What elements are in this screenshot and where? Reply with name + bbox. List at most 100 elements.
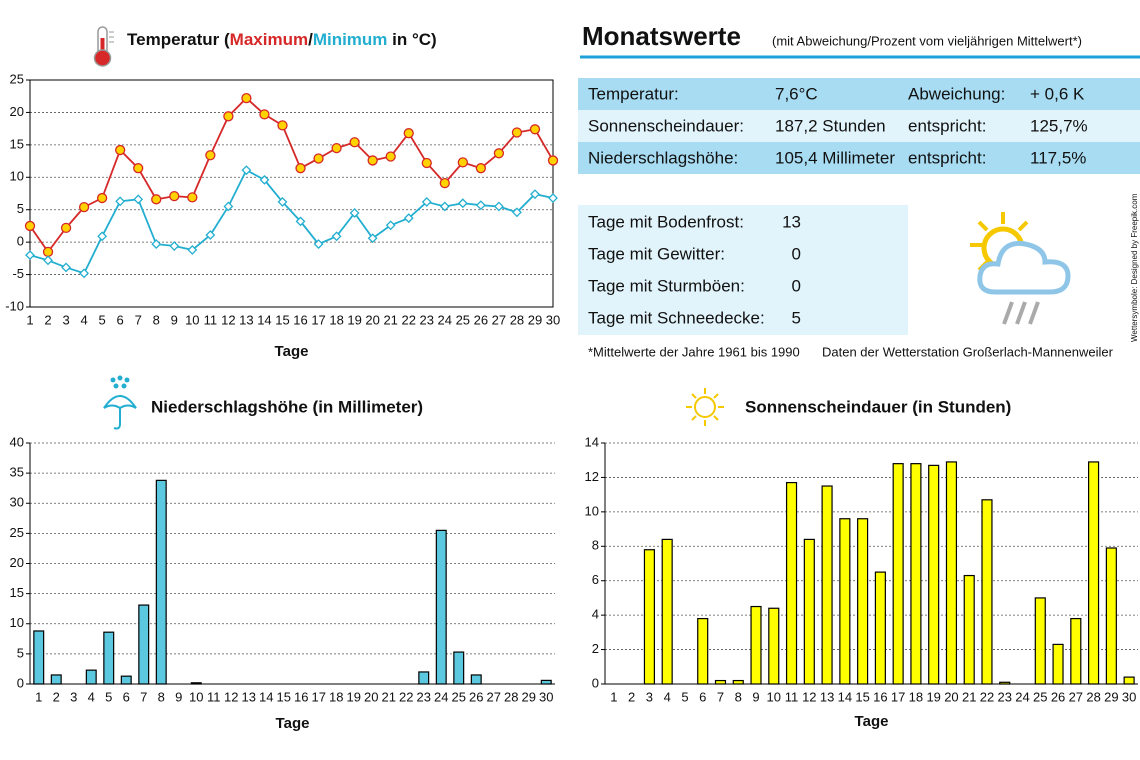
max-marker: [403, 128, 414, 139]
bar: [714, 679, 727, 685]
x-tick-label: 7: [717, 689, 724, 704]
x-axis-label: Tage: [276, 715, 310, 732]
count-value: 0: [792, 276, 801, 295]
x-axis-label: Tage: [855, 713, 889, 730]
min-marker: [475, 200, 486, 211]
x-tick-label: 16: [294, 689, 308, 704]
table-cell: Temperatur:: [588, 84, 679, 103]
max-marker: [133, 163, 144, 174]
min-marker: [548, 193, 558, 203]
max-marker: [331, 142, 342, 154]
table-row: [578, 78, 1140, 110]
y-tick-label: 10: [10, 169, 24, 184]
x-tick-label: 15: [277, 689, 291, 704]
bar: [418, 671, 430, 685]
count-value: 5: [792, 308, 801, 327]
x-tick-label: 3: [70, 689, 77, 704]
table-cell: 187,2 Stunden: [775, 116, 886, 135]
x-tick-label: 3: [62, 312, 69, 327]
max-marker: [367, 155, 378, 166]
x-tick-label: 5: [105, 689, 112, 704]
bar: [33, 630, 45, 685]
min-marker: [25, 250, 35, 261]
y-tick-label: -10: [5, 298, 24, 313]
x-tick-label: 29: [1104, 689, 1118, 704]
counts-box: [578, 205, 908, 335]
min-marker: [61, 262, 71, 273]
x-tick-label: 4: [80, 312, 87, 327]
max-marker: [169, 190, 180, 202]
min-marker: [403, 213, 414, 224]
max-marker: [241, 93, 252, 104]
max-marker: [223, 111, 234, 122]
x-tick-label: 7: [135, 312, 142, 327]
y-tick-label: 25: [10, 71, 24, 86]
x-tick-label: 19: [347, 689, 361, 704]
x-tick-label: 20: [365, 312, 379, 327]
table-cell: entspricht:: [908, 116, 986, 135]
bar: [874, 571, 886, 685]
x-tick-label: 5: [99, 312, 106, 327]
min-marker: [457, 198, 468, 209]
x-tick-label: 23: [420, 312, 434, 327]
min-marker: [512, 207, 522, 218]
max-marker: [78, 201, 90, 213]
table-cell: 105,4 Millimeter: [775, 148, 895, 167]
x-tick-label: 14: [838, 689, 852, 704]
bar: [1052, 643, 1064, 685]
x-tick-label: 16: [293, 312, 307, 327]
x-tick-label: 11: [785, 689, 799, 704]
max-marker: [385, 151, 396, 162]
x-tick-label: 9: [175, 689, 182, 704]
x-tick-label: 18: [909, 689, 923, 704]
count-label: Tage mit Gewitter:: [588, 244, 725, 263]
x-tick-label: 26: [474, 312, 488, 327]
x-tick-label: 11: [207, 689, 221, 704]
min-marker: [259, 174, 270, 185]
min-marker: [79, 268, 90, 279]
bar: [190, 682, 202, 685]
bar: [120, 675, 132, 685]
table-row: [578, 110, 1140, 142]
x-axis-label: Tage: [275, 343, 309, 360]
x-tick-label: 22: [401, 312, 415, 327]
x-tick-label: 6: [117, 312, 124, 327]
x-tick-label: 12: [221, 312, 235, 327]
bar: [453, 651, 465, 685]
x-tick-label: 29: [522, 689, 536, 704]
max-marker: [60, 222, 72, 234]
x-tick-label: 22: [399, 689, 413, 704]
x-tick-label: 17: [312, 689, 326, 704]
x-tick-label: 24: [1015, 689, 1029, 704]
x-tick-label: 2: [53, 689, 60, 704]
max-marker: [277, 120, 288, 131]
max-marker: [259, 109, 270, 120]
x-tick-label: 29: [528, 312, 542, 327]
x-tick-label: 24: [434, 689, 448, 704]
x-tick-label: 24: [438, 312, 452, 327]
min-marker: [349, 208, 360, 218]
x-tick-label: 16: [873, 689, 887, 704]
chart-title: Sonnenscheindauer (in Stunden): [745, 397, 1011, 416]
min-marker: [277, 197, 288, 207]
max-marker: [96, 192, 108, 204]
y-tick-label: 15: [10, 136, 24, 151]
x-tick-label: 7: [140, 689, 147, 704]
y-tick-label: 0: [17, 675, 24, 690]
min-marker: [295, 216, 306, 227]
y-tick-label: 25: [10, 525, 24, 540]
count-value: 0: [792, 244, 801, 263]
x-tick-label: 13: [239, 312, 253, 327]
source: Daten der Wetterstation Großerlach-Manne…: [822, 344, 1114, 359]
chart-title: Temperatur (Maximum/Minimum in °C): [127, 30, 437, 49]
bar: [1034, 597, 1046, 685]
min-marker: [385, 220, 396, 231]
y-tick-label: 6: [592, 572, 599, 587]
x-tick-label: 13: [242, 689, 256, 704]
x-tick-label: 30: [539, 689, 553, 704]
max-marker: [475, 163, 487, 174]
bar: [155, 479, 167, 685]
section-title: Monatswerte: [582, 21, 741, 51]
count-value: 13: [782, 212, 801, 231]
